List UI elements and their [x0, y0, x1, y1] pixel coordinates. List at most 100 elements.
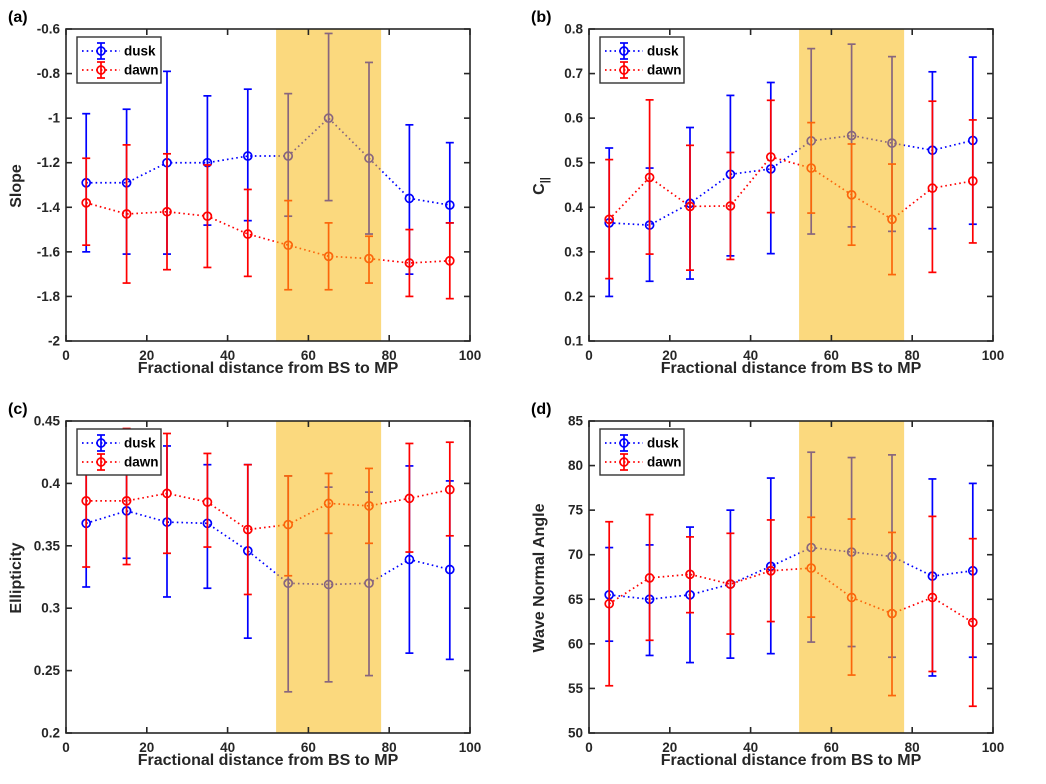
data-line — [609, 134, 974, 226]
data-point-marker — [242, 524, 253, 535]
panel-d-wave-normal-angle: 0 20 40 60 80 100 85 80 75 70 65 60 55 50 dusk dawn (d)… — [523, 392, 1046, 784]
tick-labels: 0 20 40 60 80 100 -0.6 -0.8 -1 -1.2 -1.4 -1.6 -1.8 -2 — [37, 22, 482, 364]
legend-marker-dawn — [605, 61, 643, 79]
y-axis-label-text: Wave Normal Angle — [531, 503, 548, 653]
x-tick-label: 60 — [824, 740, 839, 755]
data-line — [85, 509, 451, 586]
x-tick-label: 60 — [301, 348, 316, 363]
panel-c-ellipticity: 0 20 40 60 80 100 0.45 0.4 0.35 0.3 0.25 0.2 dusk daw… — [0, 392, 523, 784]
panel-letter: (b) — [531, 9, 552, 26]
legend-label: dawn — [647, 455, 682, 470]
axis-ticks — [65, 28, 471, 342]
y-tick-label: 0.5 — [564, 155, 583, 170]
y-axis-label-text: Ellipticity — [8, 542, 25, 614]
series-dawn — [81, 144, 455, 300]
data-point-marker — [404, 493, 415, 504]
data-point-marker — [927, 183, 938, 193]
series-dawn — [604, 99, 978, 280]
data-point-marker — [202, 211, 213, 222]
plot-canvas-a: 0 20 40 60 80 100 -0.6 -0.8 -1 -1.2 -1.4 -1.6 -1.8 -2… — [37, 22, 482, 364]
plot-canvas-d: 0 20 40 60 80 100 85 80 75 70 65 60 55 50 dusk dawn — [568, 414, 1004, 756]
data-point-marker — [444, 200, 455, 210]
legend-box — [599, 36, 685, 84]
x-tick-label: 80 — [382, 740, 397, 755]
y-tick-label: -1.2 — [37, 155, 60, 170]
y-axis-label-subscript: || — [539, 177, 552, 184]
legend-marker-dusk — [82, 434, 120, 452]
data-point-marker — [685, 569, 695, 580]
y-tick-label: 80 — [568, 458, 583, 473]
y-axis-label-text: Slope — [8, 164, 25, 208]
y-tick-label: 0.2 — [41, 726, 60, 741]
data-point-marker — [162, 488, 172, 499]
y-axis-label: C|| — [531, 30, 555, 342]
data-point-marker — [604, 214, 615, 225]
highlight-band — [799, 29, 905, 341]
data-point-marker — [162, 206, 172, 217]
data-point-marker — [121, 496, 132, 506]
x-tick-label: 80 — [905, 348, 920, 363]
x-tick-label: 0 — [585, 740, 593, 755]
x-tick-label: 100 — [982, 348, 1005, 363]
panel-b-c-parallel: 0 20 40 60 80 100 0.8 0.7 0.6 0.5 0.4 0.3 0.2 0.1 dusk… — [523, 0, 1046, 392]
data-line — [608, 567, 974, 624]
axis-ticks — [588, 28, 994, 342]
data-point-marker — [927, 592, 938, 603]
x-tick-label: 20 — [662, 740, 677, 755]
highlight-band — [276, 29, 382, 341]
series-dusk — [81, 445, 455, 693]
series-dawn — [604, 513, 978, 708]
legend-box — [76, 36, 162, 84]
x-tick-label: 100 — [459, 740, 482, 755]
x-axis-label: Fractional distance from BS to MP — [660, 752, 922, 769]
data-line — [609, 546, 973, 601]
y-tick-label: 60 — [568, 636, 583, 651]
legend: dusk dawn — [599, 428, 685, 476]
data-line — [86, 488, 450, 531]
legend: dusk dawn — [76, 36, 162, 84]
legend-label: dusk — [124, 436, 156, 451]
panel-a-slope: 0 20 40 60 80 100 -0.6 -0.8 -1 -1.2 -1.4 -1.6 -1.8 -2… — [0, 0, 523, 392]
data-point-marker — [967, 617, 978, 628]
axes-frame — [65, 28, 471, 342]
highlight-band — [276, 421, 382, 733]
y-tick-label: 70 — [568, 547, 583, 562]
y-tick-label: 0.35 — [34, 538, 61, 553]
legend: dusk dawn — [76, 428, 162, 476]
y-tick-label: 85 — [568, 414, 584, 429]
y-tick-label: -1.6 — [37, 244, 61, 259]
legend-marker-dusk — [605, 42, 643, 60]
legend-label: dusk — [124, 44, 156, 59]
y-tick-label: -0.8 — [37, 66, 61, 81]
tick-labels: 0 20 40 60 80 100 0.45 0.4 0.35 0.3 0.25 0.2 — [34, 414, 482, 756]
data-point-marker — [81, 197, 92, 208]
y-tick-label: 65 — [568, 592, 584, 607]
data-line — [85, 202, 450, 264]
legend-marker-dusk — [605, 434, 643, 452]
y-tick-label: -1.8 — [37, 289, 61, 304]
axes-frame — [65, 420, 471, 734]
legend-marker-dawn — [82, 61, 120, 79]
legend-box — [599, 428, 685, 476]
x-tick-label: 60 — [301, 740, 316, 755]
x-axis-label: Fractional distance from BS to MP — [660, 360, 922, 377]
y-tick-label: 0.25 — [34, 663, 61, 678]
x-tick-label: 0 — [585, 348, 593, 363]
y-tick-label: 0.6 — [564, 111, 583, 126]
plot-canvas-c: 0 20 40 60 80 100 0.45 0.4 0.35 0.3 0.25 0.2 dusk daw… — [34, 414, 482, 756]
x-tick-label: 0 — [62, 348, 70, 363]
x-tick-label: 60 — [824, 348, 839, 363]
data-point-marker — [685, 201, 695, 212]
data-point-marker — [202, 497, 213, 507]
y-tick-label: 0.45 — [34, 414, 61, 429]
tick-labels: 0 20 40 60 80 100 0.8 0.7 0.6 0.5 0.4 0.3 0.2 0.1 — [564, 22, 1004, 364]
data-point-marker — [404, 258, 415, 268]
y-axis-label-text: C — [531, 183, 548, 195]
legend-label: dawn — [124, 63, 159, 78]
data-point-marker — [404, 193, 415, 204]
axes-frame — [588, 420, 994, 734]
y-tick-label: -2 — [48, 334, 60, 349]
legend-label: dusk — [647, 436, 679, 451]
y-tick-label: -1 — [48, 111, 60, 126]
